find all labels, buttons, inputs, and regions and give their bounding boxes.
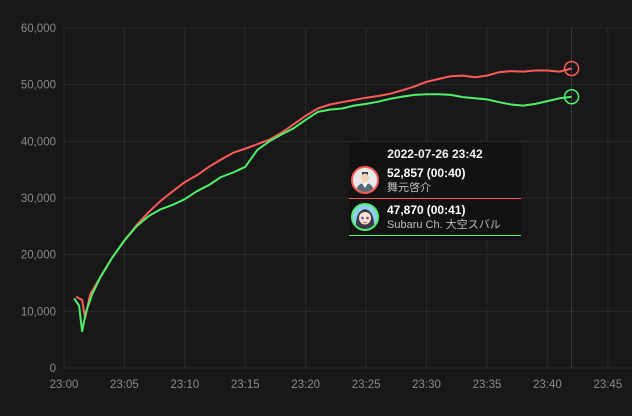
- y-tick-label: 10,000: [21, 306, 56, 318]
- x-tick-label: 23:20: [291, 379, 320, 391]
- hover-marker: [563, 88, 580, 105]
- y-tick-label: 30,000: [21, 193, 56, 205]
- y-tick-label: 40,000: [21, 136, 56, 148]
- man-avatar-icon: [351, 166, 379, 194]
- x-tick-label: 23:15: [231, 379, 260, 391]
- x-tick-label: 23:35: [473, 379, 502, 391]
- tooltip-time: 2022-07-26 23:42: [387, 147, 483, 161]
- tooltip-channel-name: Subaru Ch. 大空スバル: [387, 219, 501, 231]
- tooltip-entry: 52,857 (00:40) 舞元啓介: [349, 166, 521, 199]
- series-lines: [73, 67, 572, 333]
- tooltip-value: 52,857: [387, 166, 424, 180]
- y-tick-label: 0: [50, 363, 56, 375]
- x-axis-ticks: 23:00 23:05 23:10 23:15 23:20 23:25 23:30 23:35…: [50, 379, 623, 391]
- x-tick-label: 23:40: [533, 379, 562, 391]
- series-line: [75, 67, 572, 320]
- y-tick-label: 50,000: [21, 80, 56, 92]
- x-tick-label: 23:00: [50, 379, 79, 391]
- tooltip-channel-name: 舞元啓介: [387, 182, 431, 194]
- gridlines: [63, 27, 632, 369]
- hover-markers: [563, 60, 580, 105]
- x-tick-label: 23:05: [110, 379, 139, 391]
- x-tick-label: 23:45: [593, 379, 622, 391]
- tooltip-entry: 47,870 (00:41) Subaru Ch. 大空スバル: [349, 203, 521, 236]
- series-line: [73, 93, 572, 333]
- y-axis-ticks: 0 10,000 20,000 30,000 40,000 50,000 60,000: [21, 23, 56, 375]
- tooltip-duration: (00:41): [426, 203, 466, 217]
- x-tick-label: 23:25: [352, 379, 381, 391]
- y-tick-label: 60,000: [21, 23, 56, 35]
- x-tick-label: 23:30: [412, 379, 441, 391]
- chart-tooltip: 2022-07-26 23:42 52,857 (00:40) 舞元啓介: [349, 142, 521, 240]
- hover-marker: [563, 60, 580, 77]
- x-tick-label: 23:10: [170, 379, 199, 391]
- tooltip-value: 47,870: [387, 203, 424, 217]
- y-tick-label: 20,000: [21, 250, 56, 262]
- anime-girl-avatar-icon: [351, 203, 379, 231]
- tooltip-duration: (00:40): [426, 166, 466, 180]
